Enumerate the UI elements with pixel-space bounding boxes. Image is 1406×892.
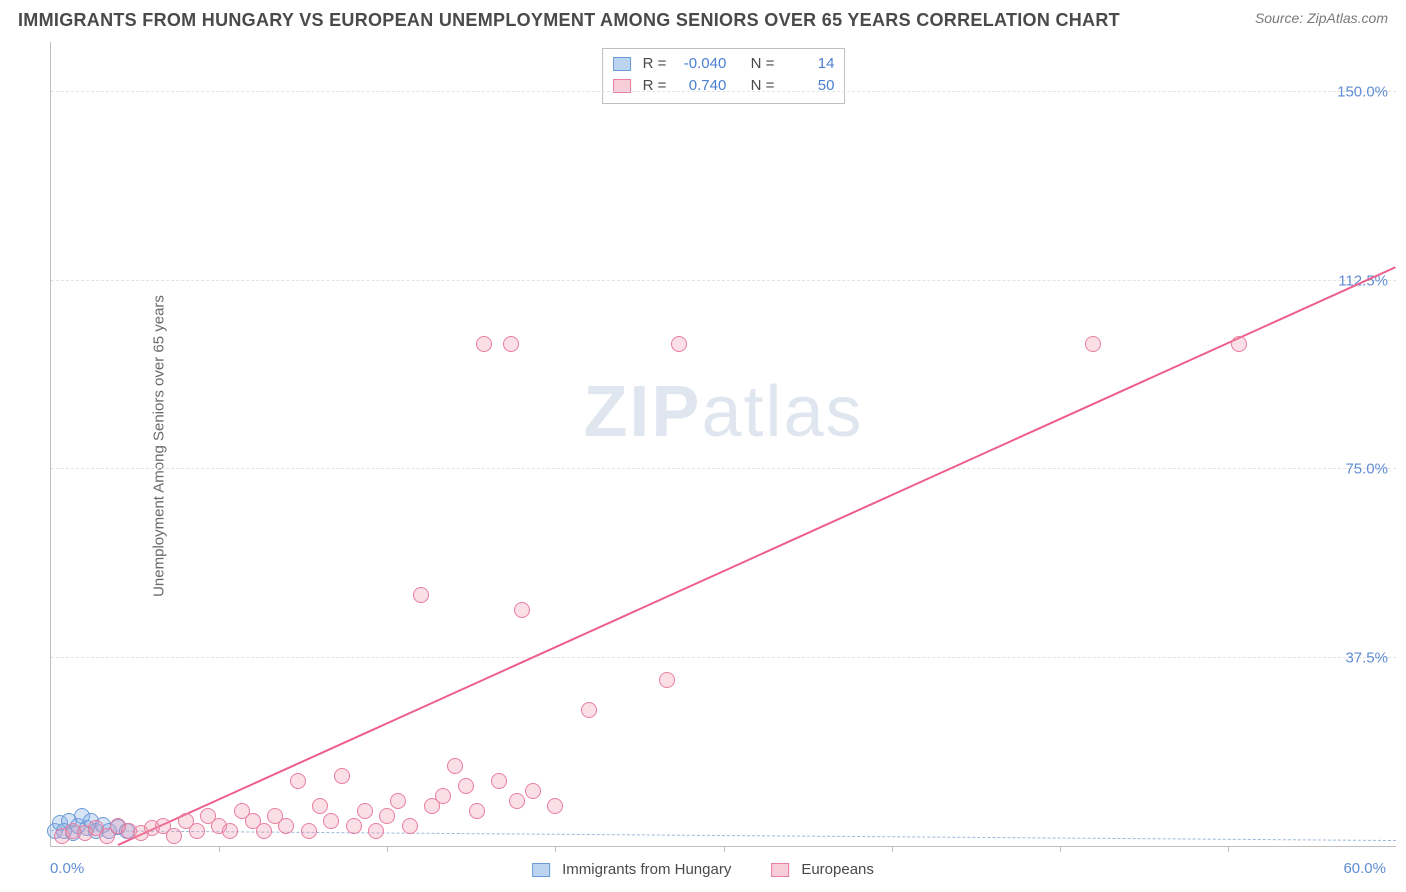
data-point xyxy=(290,773,306,789)
stat-n-value: 50 xyxy=(782,75,834,97)
stats-row: R = -0.040 N = 14 xyxy=(613,53,835,75)
stat-r-value: 0.740 xyxy=(674,75,726,97)
stat-n-value: 14 xyxy=(782,53,834,75)
trend-line xyxy=(51,830,1396,841)
y-tick-label: 150.0% xyxy=(1337,84,1388,101)
plot-area: ZIPatlas R = -0.040 N = 14 R = 0.740 N = 50 3… xyxy=(50,42,1396,847)
data-point xyxy=(166,828,182,844)
x-tick xyxy=(724,846,725,852)
data-point xyxy=(491,773,507,789)
legend-swatch xyxy=(771,863,789,877)
stat-r-label: R = xyxy=(643,53,667,75)
chart-title: IMMIGRANTS FROM HUNGARY VS EUROPEAN UNEM… xyxy=(18,10,1120,31)
header: IMMIGRANTS FROM HUNGARY VS EUROPEAN UNEM… xyxy=(18,10,1388,31)
legend-item: Europeans xyxy=(771,861,874,878)
gridline-h xyxy=(51,657,1396,658)
x-tick xyxy=(219,846,220,852)
x-tick xyxy=(892,846,893,852)
bottom-legend: Immigrants from Hungary Europeans xyxy=(532,861,874,878)
data-point xyxy=(581,702,597,718)
x-tick xyxy=(1228,846,1229,852)
data-point xyxy=(413,587,429,603)
data-point xyxy=(509,793,525,809)
data-point xyxy=(476,336,492,352)
data-point xyxy=(1085,336,1101,352)
stat-n-label: N = xyxy=(751,75,775,97)
data-point xyxy=(323,813,339,829)
data-point xyxy=(256,823,272,839)
data-point xyxy=(301,823,317,839)
source-label: Source: ZipAtlas.com xyxy=(1255,10,1388,26)
x-tick xyxy=(1060,846,1061,852)
y-tick-label: 75.0% xyxy=(1345,461,1388,478)
data-point xyxy=(1231,336,1247,352)
legend-label: Europeans xyxy=(801,861,874,878)
data-point xyxy=(346,818,362,834)
data-point xyxy=(503,336,519,352)
data-point xyxy=(671,336,687,352)
legend-swatch xyxy=(613,57,631,71)
data-point xyxy=(659,672,675,688)
legend-swatch xyxy=(532,863,550,877)
gridline-h xyxy=(51,468,1396,469)
gridline-h xyxy=(51,280,1396,281)
stat-n-label: N = xyxy=(751,53,775,75)
data-point xyxy=(514,602,530,618)
legend-item: Immigrants from Hungary xyxy=(532,861,731,878)
watermark: ZIPatlas xyxy=(583,371,863,453)
data-point xyxy=(435,788,451,804)
data-point xyxy=(379,808,395,824)
data-point xyxy=(458,778,474,794)
data-point xyxy=(357,803,373,819)
data-point xyxy=(368,823,384,839)
data-point xyxy=(525,783,541,799)
legend-label: Immigrants from Hungary xyxy=(562,861,731,878)
y-tick-label: 37.5% xyxy=(1345,649,1388,666)
trend-line xyxy=(118,266,1397,846)
data-point xyxy=(189,823,205,839)
data-point xyxy=(390,793,406,809)
data-point xyxy=(278,818,294,834)
stat-r-value: -0.040 xyxy=(674,53,726,75)
gridline-h xyxy=(51,91,1396,92)
stats-row: R = 0.740 N = 50 xyxy=(613,75,835,97)
data-point xyxy=(402,818,418,834)
data-point xyxy=(547,798,563,814)
data-point xyxy=(222,823,238,839)
data-point xyxy=(469,803,485,819)
x-axis-max-label: 60.0% xyxy=(1343,860,1386,877)
data-point xyxy=(312,798,328,814)
stat-r-label: R = xyxy=(643,75,667,97)
data-point xyxy=(334,768,350,784)
plot-canvas: ZIPatlas R = -0.040 N = 14 R = 0.740 N = 50 3… xyxy=(50,42,1396,847)
stats-legend-box: R = -0.040 N = 14 R = 0.740 N = 50 xyxy=(602,48,846,104)
data-point xyxy=(447,758,463,774)
x-tick xyxy=(555,846,556,852)
x-tick xyxy=(387,846,388,852)
x-axis-min-label: 0.0% xyxy=(50,860,84,877)
